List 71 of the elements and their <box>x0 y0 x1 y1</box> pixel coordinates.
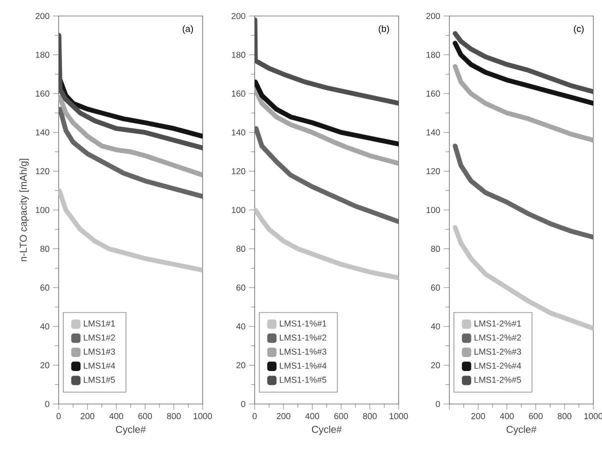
y-tick-label: 200 <box>36 12 50 20</box>
y-tick-label: 120 <box>36 168 50 174</box>
legend-label: LMS1#3 <box>84 348 115 355</box>
x-tick-label: 0 <box>56 413 61 420</box>
legend-label: LMS1-1%#2 <box>280 334 326 341</box>
x-tick-label: 400 <box>305 413 320 420</box>
y-tick-label: 80 <box>236 246 246 252</box>
legend-label: LMS1-1%#5 <box>280 376 326 383</box>
y-tick-label: 20 <box>236 362 246 368</box>
y-tick-label: 40 <box>430 323 440 330</box>
x-axis-title: Cycle# <box>312 426 342 435</box>
x-axis-title: Cycle# <box>506 426 537 435</box>
y-tick-label: 140 <box>426 129 440 136</box>
y-tick-label: 160 <box>232 90 246 97</box>
x-tick-label: 400 <box>109 413 124 420</box>
y-tick-label: 80 <box>40 246 50 252</box>
x-tick-label: 800 <box>363 413 377 420</box>
legend-label: LMS1#5 <box>84 376 115 383</box>
y-tick-label: 20 <box>431 362 440 368</box>
x-axis-title: Cycle# <box>116 426 146 435</box>
y-tick-label: 100 <box>36 206 50 214</box>
legend-label: LMS1#4 <box>84 362 116 369</box>
y-tick-label: 40 <box>40 323 50 330</box>
legend-label: LMS1-2%#2 <box>474 334 521 341</box>
y-tick-label: 100 <box>232 206 246 214</box>
x-tick-label: 600 <box>528 413 543 420</box>
x-tick-label: 400 <box>500 413 514 420</box>
y-tick-label: 120 <box>426 168 440 174</box>
x-tick-label: 800 <box>167 413 181 420</box>
y-tick-label: 40 <box>236 323 246 330</box>
y-tick-label: 0 <box>241 400 246 408</box>
y-tick-label: 180 <box>36 52 50 58</box>
y-tick-label: 20 <box>40 362 50 368</box>
x-tick-label: 200 <box>276 413 290 420</box>
y-tick-label: 180 <box>232 52 246 58</box>
y-tick-label: 180 <box>426 52 440 58</box>
y-tick-label: 60 <box>40 284 50 291</box>
y-tick-label: 100 <box>426 206 440 214</box>
y-tick-label: 200 <box>426 12 440 20</box>
legend-label: LMS1-1%#4 <box>280 362 326 369</box>
legend-label: LMS1-2%#4 <box>474 362 522 369</box>
y-tick-label: 200 <box>232 12 246 20</box>
y-tick-label: 140 <box>232 129 246 136</box>
y-tick-label: 160 <box>426 90 440 97</box>
y-tick-label: 80 <box>431 246 440 252</box>
legend-label: LMS1-2%#3 <box>474 348 521 355</box>
y-tick-label: 0 <box>436 400 440 408</box>
y-axis-title: n-LTO capacity [mAh/g] <box>19 158 29 262</box>
x-tick-label: 1000 <box>194 413 212 420</box>
y-tick-label: 60 <box>236 284 246 291</box>
x-tick-label: 0 <box>252 413 257 420</box>
x-tick-label: 200 <box>80 413 94 420</box>
legend-label: LMS1-2%#5 <box>474 376 522 383</box>
legend-label: LMS1#1 <box>84 320 115 327</box>
y-tick-label: 120 <box>232 168 246 174</box>
legend-label: LMS1-1%#1 <box>280 320 326 327</box>
y-tick-label: 0 <box>45 400 50 408</box>
x-tick-label: 1000 <box>390 413 408 420</box>
legend-label: LMS1-1%#3 <box>280 348 326 355</box>
legend-label: LMS1#2 <box>84 334 115 341</box>
y-tick-label: 140 <box>36 129 50 136</box>
legend-label: LMS1-2%#1 <box>474 320 521 327</box>
y-tick-label: 60 <box>431 284 440 291</box>
annotation: (c) <box>574 25 584 34</box>
annotation: (b) <box>378 25 389 34</box>
x-tick-label: 200 <box>471 413 485 420</box>
annotation: (a) <box>182 25 193 34</box>
x-tick-label: 800 <box>558 413 572 420</box>
x-tick-label: 600 <box>334 413 348 420</box>
y-tick-label: 160 <box>36 90 50 97</box>
x-tick-label: 600 <box>138 413 152 420</box>
